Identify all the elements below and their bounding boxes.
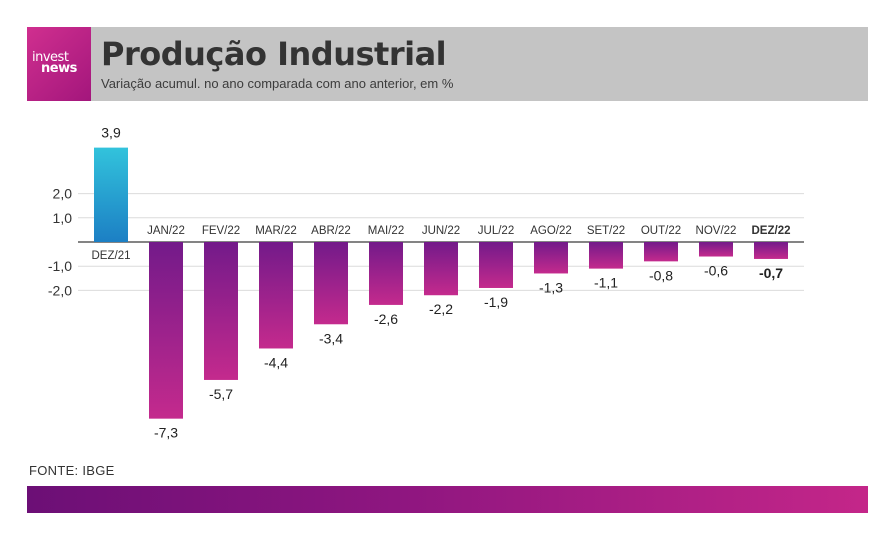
y-tick-label: -2,0	[48, 282, 72, 298]
bar-mar-22	[259, 242, 293, 349]
category-label: ABR/22	[311, 225, 351, 237]
bar-mai-22	[369, 242, 403, 305]
bar-ago-22	[534, 242, 568, 274]
value-label: -2,6	[374, 311, 398, 327]
bar-out-22	[644, 242, 678, 262]
category-label: DEZ/21	[92, 250, 131, 262]
value-label: -7,3	[154, 425, 178, 441]
logo-text-invest: invest	[32, 50, 69, 65]
category-label: NOV/22	[696, 225, 737, 237]
category-label: OUT/22	[641, 225, 681, 237]
category-label: MAR/22	[255, 225, 297, 237]
bar-dez-22	[754, 242, 788, 259]
category-label: SET/22	[587, 225, 625, 237]
value-label: -2,2	[429, 301, 453, 317]
bar-jun-22	[424, 242, 458, 296]
value-label: -5,7	[209, 386, 233, 402]
chart-title: Produção Industrial	[101, 35, 447, 73]
value-label: -1,3	[539, 279, 563, 295]
value-label: 3,9	[101, 125, 121, 141]
bar-jul-22	[479, 242, 513, 288]
value-label: -1,1	[594, 275, 618, 291]
value-label: -0,7	[759, 265, 783, 281]
bar-jan-22	[149, 242, 183, 419]
labels: DEZ/21 3,9 JAN/22 -7,3 FEV/22 -5,7 MAR/22 -4,4 A…	[92, 125, 791, 441]
header: invest news Produção Industrial Variação…	[27, 27, 868, 101]
value-label: -4,4	[264, 354, 288, 370]
category-label: JAN/22	[147, 225, 185, 237]
bar-nov-22	[699, 242, 733, 257]
footer-gradient-bar	[27, 486, 868, 513]
y-axis-ticks: 2,0 1,0 -1,0 -2,0	[48, 186, 72, 299]
y-tick-label: 1,0	[53, 210, 73, 226]
value-label: -0,6	[704, 263, 728, 279]
category-label: JUN/22	[422, 225, 460, 237]
bar-set-22	[589, 242, 623, 269]
bar-fev-22	[204, 242, 238, 380]
source-note: FONTE: IBGE	[29, 463, 115, 478]
category-label: AGO/22	[530, 225, 572, 237]
category-label: JUL/22	[478, 225, 514, 237]
value-label: -0,8	[649, 267, 673, 283]
value-label: -3,4	[319, 330, 343, 346]
bar-dez-21	[94, 147, 128, 242]
category-label: MAI/22	[368, 225, 404, 237]
y-tick-label: 2,0	[53, 186, 73, 202]
y-tick-label: -1,0	[48, 258, 72, 274]
bars	[94, 147, 788, 419]
category-label: FEV/22	[202, 225, 240, 237]
value-label: -1,9	[484, 294, 508, 310]
logo-text-news: news	[41, 61, 77, 76]
chart-subtitle: Variação acumul. no ano comparada com an…	[101, 76, 454, 91]
category-label: DEZ/22	[752, 225, 791, 237]
investnews-logo: invest news	[27, 27, 91, 101]
bar-abr-22	[314, 242, 348, 325]
